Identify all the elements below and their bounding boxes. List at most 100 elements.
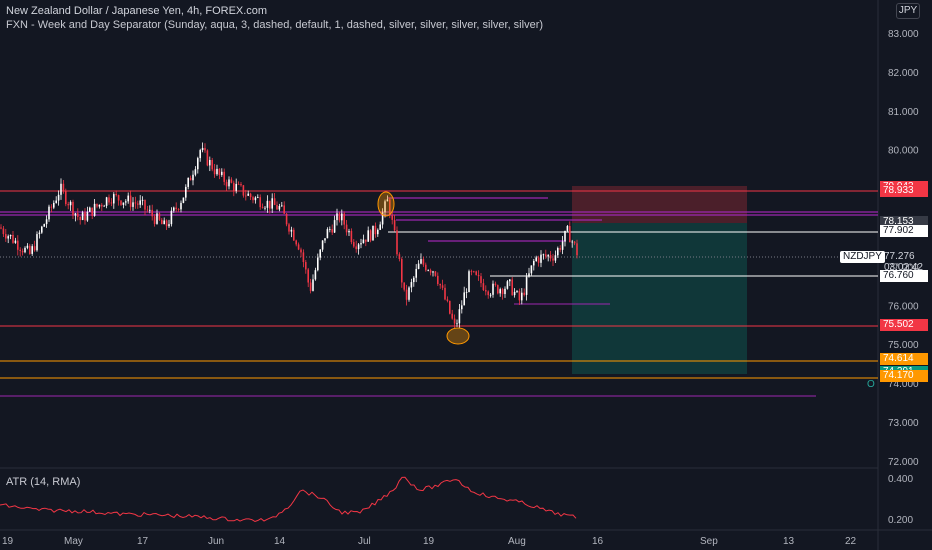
candle-body [273,198,276,205]
candle-body [408,287,410,300]
stop-loss-zone[interactable] [572,186,747,223]
candle-body [381,212,384,225]
candle-body [12,234,14,243]
symbol-tag: NZDJPY [840,251,885,263]
candle-body [281,205,283,207]
candle-body [420,259,422,264]
candle-body [333,220,336,233]
candle-body [117,195,120,201]
indicator-legend[interactable]: FXN - Week and Day Separator (Sunday, aq… [6,19,544,31]
price-tick: 76.000 [888,301,919,312]
countdown: 03:02:42 [884,262,923,273]
candle-body [168,224,170,227]
candle-body [446,299,449,301]
candle-body [521,292,523,301]
price-label: 75.502 [880,318,928,331]
candle-body [485,290,487,292]
candle-body [103,205,105,207]
candle-body [326,229,329,239]
candle-body [288,224,290,232]
candle-body [425,264,427,271]
candle-body [48,206,50,220]
candle-body [386,199,389,202]
candle-body [360,243,362,245]
candle-body [403,282,405,290]
candle-body [324,238,326,241]
candle-body [559,248,561,250]
candle-body [379,224,381,230]
candle-body [14,240,17,243]
candle-body [158,213,161,220]
time-tick: Jul [358,536,371,547]
candle-body [509,279,511,282]
candle-body [489,294,492,296]
candle-body [477,274,480,277]
candle-body [89,207,91,212]
atr-legend[interactable]: ATR (14, RMA) [6,476,81,488]
candle-body [93,203,96,216]
candle-body [573,241,576,244]
candle-body [199,150,201,159]
candle-body [173,207,175,211]
current-price: 77.276 03:02:42 [884,251,923,273]
candle-body [461,305,463,310]
candle-body [81,212,84,220]
price-tick: 72.000 [888,457,919,468]
time-tick: 19 [2,536,14,547]
candle-body [338,213,341,221]
candle-body [473,271,475,273]
candle-body [523,292,525,295]
atr-tick: 0.400 [888,474,913,485]
candle-body [497,285,499,294]
currency-button[interactable]: JPY [896,3,920,19]
candle-body [302,252,305,263]
candle-body [233,182,235,191]
candle-body [305,262,307,270]
candle-body [24,247,26,253]
candle-body [257,197,259,199]
take-profit-zone[interactable] [572,223,747,374]
candle-body [237,183,240,185]
candle-body [566,226,569,231]
candle-body [533,260,535,266]
candle-body [101,204,103,207]
candle-body [487,291,489,296]
candle-body [218,168,221,175]
candle-body [189,177,192,181]
candle-body [437,275,439,284]
candle-body [451,313,453,319]
candle-body [492,283,494,295]
candle-body [36,234,38,251]
candle-body [247,193,249,196]
candle-body [569,226,571,243]
candle-body [537,257,540,263]
time-tick: 22 [845,536,857,547]
candle-body [149,209,151,211]
candle-body [410,282,413,288]
atr-axis: 0.400 0.200 [888,474,913,526]
o-marker: O [867,379,875,390]
candle-body [105,197,108,206]
highlight-ellipse-bottom[interactable] [446,327,470,345]
candle-body [365,239,367,242]
candle-body [444,287,446,300]
candle-body [391,215,393,220]
candle-body [153,216,156,224]
time-axis[interactable]: 19 May 17 Jun 14 Jul 19 Aug 16 Sep 13 22 [2,536,857,547]
candle-body [369,230,372,241]
candle-body [432,271,434,273]
time-tick: Sep [700,536,718,547]
candle-body [345,224,348,233]
candle-body [175,207,177,210]
candle-body [309,282,312,291]
highlight-ellipse-top[interactable] [377,191,395,217]
time-tick: May [64,536,83,547]
price-axis[interactable]: 83.00082.00081.00080.00079.00078.00077.0… [888,29,919,468]
candle-body [331,229,333,233]
candle-body [317,257,319,271]
candle-body [453,318,456,324]
candle-body [506,281,509,289]
candle-body [384,201,386,213]
candle-body [7,236,9,239]
